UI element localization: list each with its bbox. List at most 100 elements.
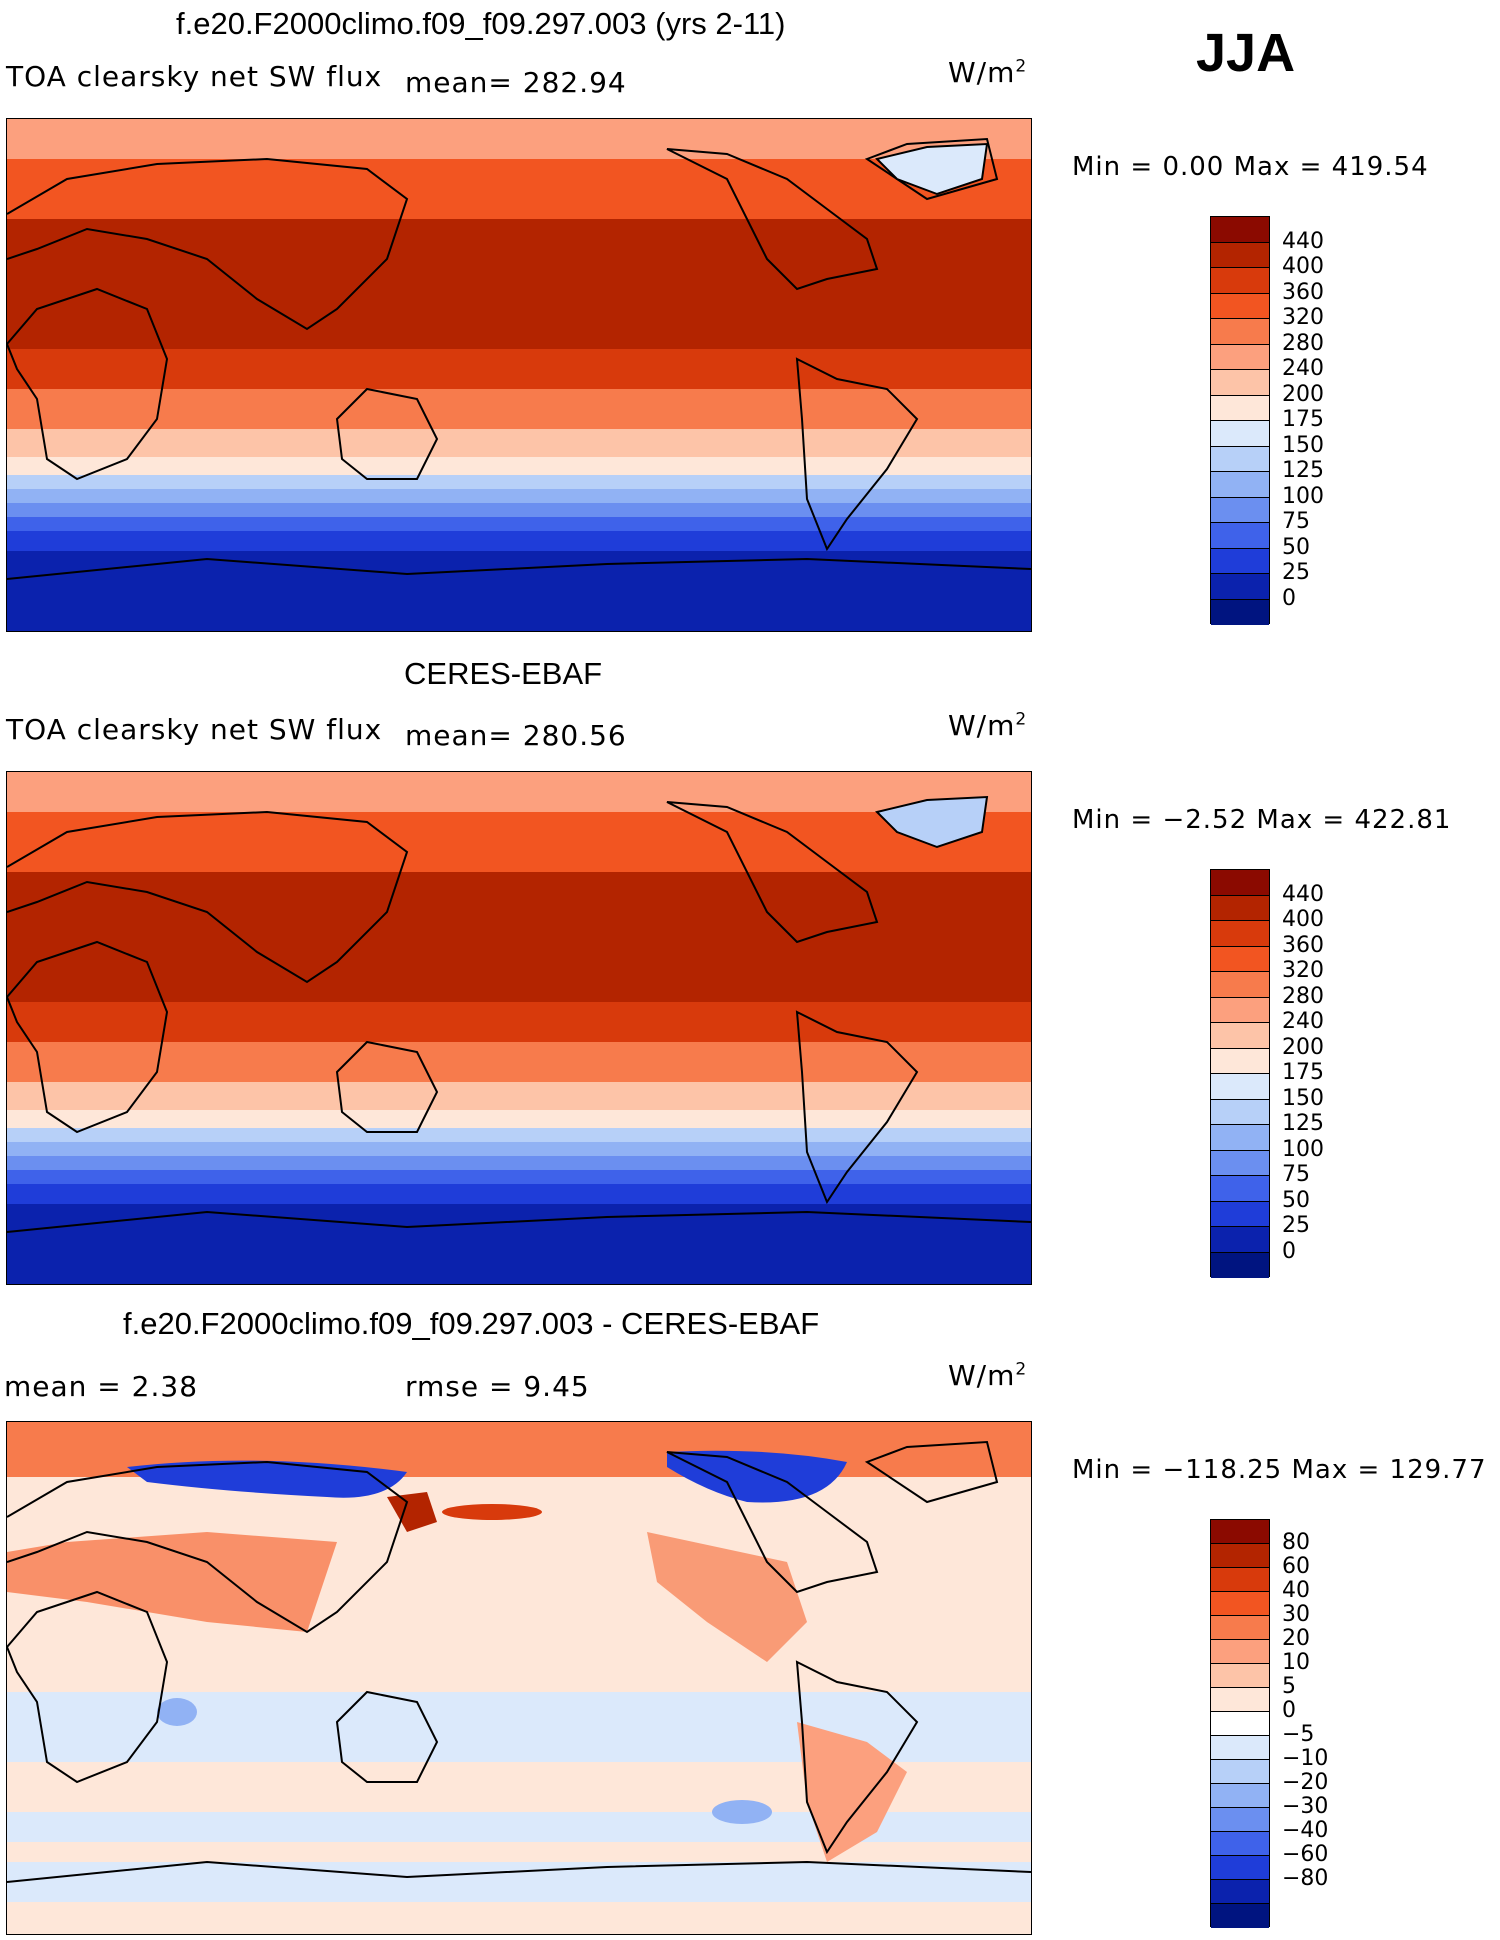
panel2-mean: mean= 280.56	[405, 719, 627, 752]
colorbar-swatch	[1211, 1227, 1269, 1253]
colorbar-swatch	[1211, 472, 1269, 498]
colorbar-label: 175	[1282, 407, 1324, 432]
panel1-map	[6, 118, 1032, 632]
colorbar-swatch	[1211, 1099, 1269, 1125]
colorbar-swatch	[1211, 1125, 1269, 1151]
colorbar-label: −5	[1282, 1722, 1315, 1747]
colorbar-swatch	[1211, 268, 1269, 294]
colorbar-label: 100	[1282, 1136, 1324, 1162]
colorbar-label: 360	[1282, 932, 1324, 958]
colorbar-label: 320	[1282, 958, 1324, 983]
panel1-variable: TOA clearsky net SW flux	[6, 60, 383, 93]
panel1-units: W/m2	[948, 56, 1028, 89]
colorbar-swatch	[1211, 1808, 1269, 1832]
colorbar-label: 240	[1282, 1009, 1324, 1034]
colorbar-swatch	[1211, 1712, 1269, 1736]
colorbar-label: 25	[1282, 560, 1310, 585]
colorbar-label: 125	[1282, 458, 1324, 483]
colorbar-swatch	[1211, 1048, 1269, 1074]
colorbar-label: 75	[1282, 509, 1310, 534]
colorbar-label: 50	[1282, 534, 1310, 560]
colorbar-swatch	[1211, 1856, 1269, 1880]
panel3-colorbar	[1210, 1519, 1270, 1928]
colorbar-label: 360	[1282, 279, 1324, 305]
colorbar-swatch	[1211, 895, 1269, 921]
colorbar-label: −30	[1282, 1794, 1329, 1819]
colorbar-label: 10	[1282, 1650, 1310, 1675]
colorbar-swatch	[1211, 370, 1269, 396]
colorbar-label: 30	[1282, 1602, 1310, 1627]
colorbar-label: 40	[1282, 1578, 1310, 1603]
colorbar-swatch	[1211, 395, 1269, 421]
panel2-title: CERES-EBAF	[404, 656, 603, 691]
colorbar-swatch	[1211, 1880, 1269, 1904]
colorbar-swatch	[1211, 574, 1269, 600]
colorbar-label: 175	[1282, 1060, 1324, 1085]
colorbar-label: 0	[1282, 1698, 1296, 1723]
colorbar-label: 150	[1282, 1085, 1324, 1111]
colorbar-swatch	[1211, 870, 1269, 896]
panel3-rmse: rmse = 9.45	[405, 1370, 590, 1403]
colorbar-swatch	[1211, 1832, 1269, 1856]
colorbar-swatch	[1211, 1616, 1269, 1640]
colorbar-label: 50	[1282, 1187, 1310, 1213]
colorbar-swatch	[1211, 523, 1269, 549]
colorbar-label: 0	[1282, 1238, 1296, 1264]
colorbar-swatch	[1211, 217, 1269, 243]
colorbar-swatch	[1211, 1736, 1269, 1760]
colorbar-swatch	[1211, 1760, 1269, 1784]
colorbar-swatch	[1211, 1150, 1269, 1176]
panel2-minmax: Min = −2.52 Max = 422.81	[1072, 805, 1452, 835]
colorbar-label: 440	[1282, 228, 1324, 254]
colorbar-swatch	[1211, 548, 1269, 574]
colorbar-label: 320	[1282, 305, 1324, 330]
colorbar-swatch	[1211, 599, 1269, 625]
colorbar-swatch	[1211, 1074, 1269, 1100]
colorbar-label: 80	[1282, 1530, 1310, 1555]
colorbar-swatch	[1211, 1592, 1269, 1616]
colorbar-swatch	[1211, 972, 1269, 998]
colorbar-label: 125	[1282, 1111, 1324, 1136]
colorbar-swatch	[1211, 293, 1269, 319]
colorbar-swatch	[1211, 344, 1269, 370]
colorbar-label: 75	[1282, 1162, 1310, 1187]
colorbar-swatch	[1211, 1252, 1269, 1278]
panel3-mean: mean = 2.38	[4, 1370, 199, 1403]
colorbar-label: 60	[1282, 1554, 1310, 1579]
colorbar-label: 0	[1282, 585, 1296, 611]
colorbar-label: 440	[1282, 881, 1324, 907]
colorbar-swatch	[1211, 1520, 1269, 1544]
panel3-map	[6, 1421, 1032, 1935]
colorbar-swatch	[1211, 1904, 1269, 1928]
colorbar-label: 200	[1282, 1034, 1324, 1060]
colorbar-label: 280	[1282, 983, 1324, 1009]
panel1-mean: mean= 282.94	[405, 66, 627, 99]
colorbar-swatch	[1211, 421, 1269, 447]
colorbar-label: 200	[1282, 381, 1324, 407]
colorbar-label: 280	[1282, 330, 1324, 356]
colorbar-label: −10	[1282, 1746, 1329, 1771]
colorbar-label: 150	[1282, 432, 1324, 458]
panel3-minmax: Min = −118.25 Max = 129.77	[1072, 1455, 1487, 1485]
colorbar-label: 400	[1282, 254, 1324, 279]
panel2-units: W/m2	[948, 709, 1028, 742]
colorbar-swatch	[1211, 1640, 1269, 1664]
season-label: JJA	[1196, 23, 1296, 83]
colorbar-label: 100	[1282, 483, 1324, 509]
panel2-map	[6, 771, 1032, 1285]
colorbar-swatch	[1211, 242, 1269, 268]
panel3-units: W/m2	[948, 1359, 1028, 1392]
colorbar-swatch	[1211, 1568, 1269, 1592]
panel3-title: f.e20.F2000climo.f09_f09.297.003 - CERES…	[123, 1306, 820, 1341]
colorbar-swatch	[1211, 997, 1269, 1023]
colorbar-swatch	[1211, 446, 1269, 472]
panel1-minmax: Min = 0.00 Max = 419.54	[1072, 152, 1429, 182]
panel1-title: f.e20.F2000climo.f09_f09.297.003 (yrs 2-…	[176, 6, 786, 41]
colorbar-swatch	[1211, 946, 1269, 972]
colorbar-swatch	[1211, 1688, 1269, 1712]
colorbar-label: −20	[1282, 1770, 1329, 1795]
colorbar-label: −60	[1282, 1842, 1329, 1867]
colorbar-swatch	[1211, 497, 1269, 523]
colorbar-swatch	[1211, 319, 1269, 345]
colorbar-label: 20	[1282, 1626, 1310, 1651]
